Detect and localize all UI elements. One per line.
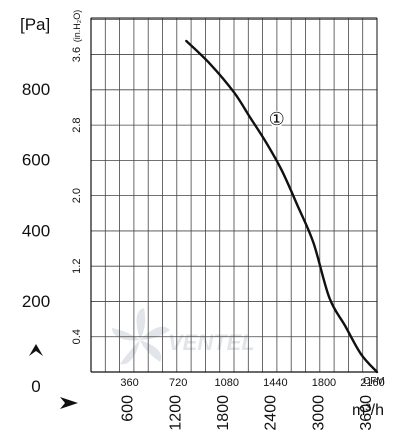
cfm-tick-label: 1440 <box>263 377 287 389</box>
grid <box>91 18 377 372</box>
y-arrow-icon <box>29 344 43 356</box>
m3h-tick-label: 1200 <box>167 395 184 431</box>
series-label: ① <box>269 109 285 129</box>
y-unit-pa: [Pa] <box>20 15 50 34</box>
curve-1 <box>185 39 379 374</box>
cfm-tick-label: 360 <box>120 377 138 389</box>
x-arrow-icon <box>60 397 78 409</box>
m3h-tick-label: 600 <box>120 395 137 422</box>
pa-tick-label: 800 <box>22 80 50 99</box>
cfm-tick-label: 2160 <box>360 377 384 389</box>
y-unit-inh2o: (in.H₂O) <box>72 10 82 43</box>
cfm-tick-label: 1080 <box>215 377 239 389</box>
axis-labels: ① 200 400 600 800 0.4 1.2 2.0 2.8 3.6 360 720 1080 14… <box>20 10 385 431</box>
inh2o-tick-label: 3.6 <box>71 47 83 62</box>
fan-logo-icon <box>112 308 170 365</box>
m3h-tick-label: 3000 <box>310 395 327 431</box>
watermark: VENTEL <box>112 308 255 365</box>
series-label-bg <box>268 110 285 127</box>
m3h-tick-label: 1800 <box>215 395 232 431</box>
inh2o-tick-label: 2.8 <box>71 117 83 132</box>
curve-layer <box>185 39 379 374</box>
watermark-text: VENTEL <box>168 330 255 355</box>
pa-tick-label: 200 <box>22 292 50 311</box>
x-unit-m3h: m³/h <box>352 402 384 419</box>
m3h-tick-label: 3600 <box>358 395 375 431</box>
pa-tick-label: 600 <box>22 151 50 170</box>
inh2o-tick-label: 0.4 <box>71 329 83 344</box>
inh2o-tick-label: 1.2 <box>71 259 83 274</box>
plot-frame <box>90 17 378 373</box>
x-unit-cfm: CFM <box>363 376 385 387</box>
zero-label: 0 <box>31 377 40 396</box>
cfm-tick-label: 1800 <box>312 377 336 389</box>
cfm-tick-label: 720 <box>169 377 187 389</box>
m3h-tick-label: 2400 <box>263 395 280 431</box>
pa-tick-label: 400 <box>22 221 50 240</box>
inh2o-tick-label: 2.0 <box>71 188 83 203</box>
